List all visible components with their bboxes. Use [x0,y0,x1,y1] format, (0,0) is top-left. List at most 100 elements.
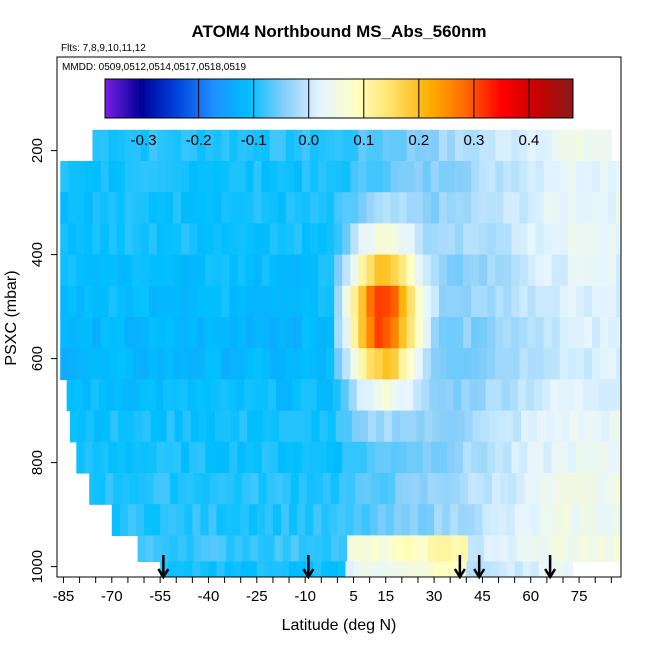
heatmap-cell [350,441,359,474]
heatmap-cell [84,192,94,224]
heatmap-cell [129,473,139,505]
heatmap-cell [189,441,198,474]
heatmap-cell [414,223,424,256]
heatmap-cell [374,192,384,224]
heatmap-cell [84,223,94,256]
heatmap-cell [94,410,103,443]
heatmap-cell [603,504,612,536]
heatmap-cell [164,285,174,318]
heatmap-cell [475,535,485,562]
heatmap-cell [268,379,277,412]
heatmap-cell [406,223,416,256]
heatmap-cell [240,561,250,577]
heatmap-cell [306,473,316,505]
heatmap-cell [369,561,379,577]
heatmap-cell [616,348,621,380]
heatmap-cell [484,473,493,505]
heatmap-cell [189,285,198,318]
heatmap-cell [608,348,617,380]
heatmap-cell [142,410,152,443]
heatmap-cell [126,410,135,443]
colorbar-ticks: -0.3 -0.2 -0.1 0.0 0.1 0.2 0.3 0.4 [131,79,539,149]
heatmap-cell [232,561,242,577]
heatmap-cell [414,254,424,287]
heatmap-cell [492,535,501,562]
heatmap-cell [277,254,287,287]
heatmap-cell [132,223,142,256]
heatmap-cell [503,223,513,256]
heatmap-cell [397,379,406,412]
heatmap-cell [406,161,416,193]
heatmap-cell [292,379,301,412]
heatmap-cell [596,473,606,505]
heatmap-cell [301,161,311,193]
heatmap-cell [189,129,198,162]
flight-arrows [157,555,557,580]
heatmap-cell [377,504,387,536]
heatmap-cell [398,441,408,474]
heatmap-cell [140,129,150,162]
heatmap-cell [390,285,400,318]
heatmap-cell [148,192,158,224]
heatmap-cell [269,254,279,287]
heatmap-cell [237,348,247,380]
heatmap-cell [261,441,271,474]
heatmap-cell [463,285,472,318]
heatmap-cell [342,285,351,318]
heatmap-cell [68,192,77,224]
heatmap-cell [205,192,214,224]
heatmap-cell [318,161,327,193]
heatmap-cell [269,285,279,318]
heatmap-cell [301,285,311,318]
heatmap-cell [192,504,202,536]
heatmap-cell [496,410,506,443]
heatmap-cell [564,473,574,505]
heatmap-cell [427,473,437,505]
heatmap-cell [245,348,255,380]
heatmap-cell [337,504,347,536]
heatmap-cell [345,561,355,577]
heatmap-cell [511,192,521,224]
heatmap-cell [503,254,513,287]
heatmap-cell [575,254,585,287]
heatmap-cell [82,379,92,412]
heatmap-cell [229,129,239,162]
heatmap-cell [524,473,533,505]
heatmap-cell [213,161,222,193]
heatmap-cell [601,410,611,443]
heatmap-cell [116,254,126,287]
heatmap-cell [519,317,529,349]
heatmap-cell [197,129,206,162]
heatmap-cell [580,535,590,562]
heatmap-cell [446,348,456,380]
heatmap-cell [616,254,621,287]
heatmap-cell [100,192,110,224]
heatmap-cell [97,473,106,505]
heatmap-cell [261,223,271,256]
heatmap-cell [277,129,287,162]
heatmap-cell [583,317,593,349]
heatmap-cell [600,223,609,256]
heatmap-cell [113,473,123,505]
heatmap-cell [533,379,543,412]
heatmap-cell [438,285,448,318]
heatmap-cell [521,410,530,443]
heatmap-cell [574,379,583,412]
heatmap-cell [181,161,190,193]
heatmap-cell [567,192,577,224]
heatmap-cell [551,161,561,193]
heatmap-cell [495,223,504,256]
heatmap-cell [458,561,467,577]
heatmap-cell [543,129,553,162]
heatmap-cell [508,473,517,505]
heatmap-cell [269,441,279,474]
heatmap-cell [487,129,496,162]
heatmap-cell [500,535,509,562]
heatmap-cell [406,348,416,380]
heatmap-cell [148,285,158,318]
heatmap-cell [116,192,126,224]
heatmap-cell [374,254,384,287]
heatmap-cell [556,535,566,562]
heatmap-cell [434,504,443,536]
chart-title: ATOM4 Northbound MS_Abs_560nm [191,22,486,41]
